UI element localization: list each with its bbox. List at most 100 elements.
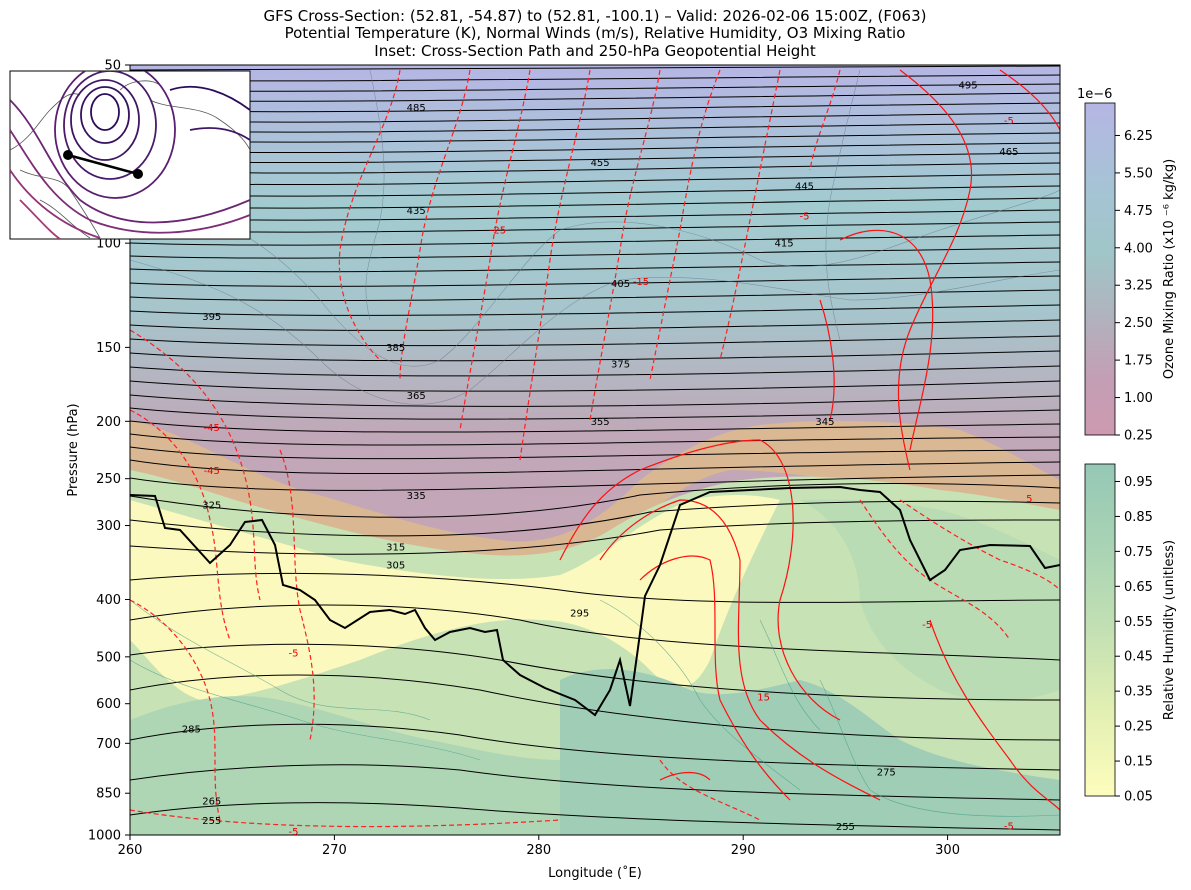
theta-contour-label: 305 xyxy=(386,561,405,572)
colorbar-tick-label: 0.95 xyxy=(1124,475,1153,490)
ozone-contours xyxy=(130,69,1060,405)
theta-contour-label: 465 xyxy=(999,147,1018,158)
wind-contour-label: -5 xyxy=(922,620,932,631)
plot-frame xyxy=(129,64,1061,836)
wind-contour-label: -45 xyxy=(204,423,220,434)
y-tick-label: 700 xyxy=(96,737,121,752)
theta-contour-label: 385 xyxy=(386,343,405,354)
colorbar-tick-label: 6.25 xyxy=(1124,129,1153,144)
colorbar-tick-label: 0.35 xyxy=(1124,685,1153,700)
theta-contour-label: 265 xyxy=(202,796,221,807)
x-tick-label: 290 xyxy=(731,843,756,858)
wind-contour-label: 5 xyxy=(1026,494,1032,505)
wind-contour-label: -5 xyxy=(800,212,810,223)
y-tick-label: 250 xyxy=(96,472,121,487)
y-tick-label: 150 xyxy=(96,341,121,356)
ozone-colorbar: 1e−6 0.25 1.00 1.75 2.50 3.25 4.00 4.75 5.50 6.2… xyxy=(1077,87,1177,444)
theta-contour-label: 255 xyxy=(202,816,221,827)
theta-contour-label: 335 xyxy=(407,491,426,502)
theta-contour-label: 345 xyxy=(815,417,834,428)
y-tick-label: 300 xyxy=(96,519,121,534)
wind-contours-positive xyxy=(559,69,1060,811)
chart-title-line-1: GFS Cross-Section: (52.81, -54.87) to (5… xyxy=(264,7,927,25)
y-axis: 1000 850 700 600 500 400 300 250 200 150 100 50 xyxy=(88,59,130,844)
inset-height-contours xyxy=(10,71,250,239)
x-axis: 260 270 280 290 300 xyxy=(118,835,960,858)
colorbar-tick-label: 0.05 xyxy=(1124,790,1153,805)
x-axis-label: Longitude (˚E) xyxy=(548,865,642,881)
theta-contour-label: 445 xyxy=(795,181,814,192)
wind-contours-negative xyxy=(130,69,1060,828)
colorbar-tick-label: 1.00 xyxy=(1124,391,1153,406)
colorbar-tick-label: 1.75 xyxy=(1124,354,1153,369)
wind-contour-label: -5 xyxy=(1004,116,1014,127)
y-tick-label: 500 xyxy=(96,650,121,665)
moist-air-region-2 xyxy=(130,696,560,835)
colorbar-tick-label: 0.75 xyxy=(1124,545,1153,560)
theta-contour-label: 275 xyxy=(877,767,896,778)
y-tick-label: 600 xyxy=(96,697,121,712)
wind-contour-label: -5 xyxy=(289,827,299,838)
colorbar-tick-label: 4.75 xyxy=(1124,204,1153,219)
moist-air-region xyxy=(560,669,1060,835)
y-tick-label: 50 xyxy=(104,59,121,74)
ozone-colorbar-ticks: 0.25 1.00 1.75 2.50 3.25 4.00 4.75 5.50 6.25 xyxy=(1115,129,1153,444)
chart-title-line-3: Inset: Cross-Section Path and 250-hPa Ge… xyxy=(374,42,816,60)
y-tick-label: 200 xyxy=(96,415,121,430)
rh-colorbar-label: Relative Humidity (unitless) xyxy=(1162,540,1177,720)
colorbar-tick-label: 0.55 xyxy=(1124,615,1153,630)
inset-map xyxy=(9,70,251,240)
wind-contour-label: -45 xyxy=(204,466,220,477)
theta-contour-label: 255 xyxy=(836,822,855,833)
theta-contour-label: 285 xyxy=(182,724,201,735)
colorbar-tick-label: 0.85 xyxy=(1124,510,1153,525)
colorbar-tick-label: 2.50 xyxy=(1124,316,1153,331)
wind-contour-label: -15 xyxy=(633,277,649,288)
y-tick-label: 1000 xyxy=(88,829,121,844)
theta-contour-label: 455 xyxy=(591,158,610,169)
moist-air-region-3 xyxy=(800,499,1060,702)
theta-contour-label: 325 xyxy=(202,501,221,512)
rh-colorbar-ticks: 0.05 0.15 0.25 0.35 0.45 0.55 0.65 0.75 0.85 0.95 xyxy=(1115,475,1153,805)
theta-contour-label: 435 xyxy=(407,206,426,217)
theta-contour-label: 405 xyxy=(611,279,630,290)
colorbar-tick-label: 0.65 xyxy=(1124,580,1153,595)
theta-contour-label: 495 xyxy=(958,80,977,91)
colorbar-tick-label: 0.45 xyxy=(1124,650,1153,665)
chart-title-line-2: Potential Temperature (K), Normal Winds … xyxy=(285,24,906,42)
wind-contour-label: 15 xyxy=(757,693,770,704)
y-tick-label: 850 xyxy=(96,787,121,802)
y-axis-label: Pressure (hPa) xyxy=(66,403,81,496)
theta-contour-label: 415 xyxy=(775,239,794,250)
colorbar-tick-label: 5.50 xyxy=(1124,166,1153,181)
theta-contour-label: 395 xyxy=(202,312,221,323)
colorbar-tick-label: 0.25 xyxy=(1124,429,1153,444)
theta-contour-label: 485 xyxy=(407,103,426,114)
rh-colorbar: 0.05 0.15 0.25 0.35 0.45 0.55 0.65 0.75 0.85 0.95… xyxy=(1084,463,1177,805)
x-tick-label: 300 xyxy=(935,843,960,858)
ozone-colorbar-multiplier: 1e−6 xyxy=(1077,87,1112,102)
colorbar-tick-label: 4.00 xyxy=(1124,241,1153,256)
colorbar-tick-label: 3.25 xyxy=(1124,279,1153,294)
x-tick-label: 260 xyxy=(118,843,143,858)
inset-coastlines xyxy=(10,80,250,239)
wind-contour-label: -5 xyxy=(289,649,299,660)
theta-contour-label: 295 xyxy=(570,609,589,620)
inset-path xyxy=(63,150,143,179)
theta-contour-label: 315 xyxy=(386,542,405,553)
y-tick-label: 100 xyxy=(96,237,121,252)
x-tick-label: 280 xyxy=(526,843,551,858)
wind-label-layer: -5 -5 -25 -15 -5 -5 -5 -5 15 5 -45 -45 xyxy=(204,116,1033,838)
theta-contour-label: 365 xyxy=(407,391,426,402)
x-tick-label: 270 xyxy=(322,843,347,858)
tropopause-line xyxy=(130,485,1060,717)
humidity-contours xyxy=(130,599,1060,817)
dry-air-region xyxy=(130,495,780,700)
colorbar-tick-label: 0.25 xyxy=(1124,720,1153,735)
theta-label-layer: 495 485 465 455 445 435 415 405 395 385 375 365 355 3… xyxy=(182,80,1019,833)
theta-contour-label: 375 xyxy=(611,359,630,370)
ozone-colorbar-label: Ozone Mixing Ratio (x10 ⁻⁶ kg/kg) xyxy=(1162,159,1177,379)
wind-contour-label: -5 xyxy=(1004,821,1014,832)
wind-contour-label: -25 xyxy=(490,225,506,236)
